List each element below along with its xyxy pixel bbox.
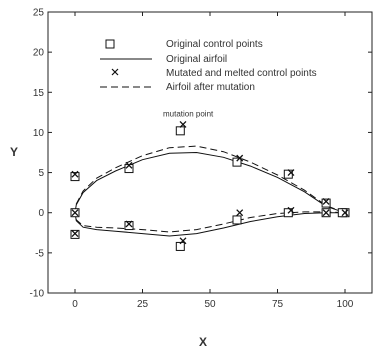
x-tick-label: 0 bbox=[72, 299, 78, 310]
mutated-control-point bbox=[179, 237, 187, 245]
legend-square-marker bbox=[105, 39, 115, 49]
y-tick-label: 0 bbox=[38, 208, 44, 219]
x-tick-label: 75 bbox=[272, 299, 284, 310]
mutated-control-point bbox=[125, 220, 133, 228]
y-tick-label: 10 bbox=[33, 128, 45, 139]
series-original-control-points bbox=[70, 126, 350, 251]
mutated-control-point bbox=[341, 209, 349, 217]
y-tick-label: -10 bbox=[30, 289, 45, 300]
mutated-control-point bbox=[236, 154, 244, 162]
mutated-control-point bbox=[71, 230, 79, 238]
legend-label-mutated-control-points: Mutated and melted control points bbox=[166, 68, 317, 79]
original-control-point bbox=[283, 169, 293, 179]
x-tick-label: 50 bbox=[204, 299, 216, 310]
legend-x-marker bbox=[111, 68, 119, 76]
legend-label-original-control-points: Original control points bbox=[166, 39, 263, 50]
original-control-point bbox=[124, 221, 134, 231]
series-airfoil-after-mutation bbox=[74, 145, 346, 233]
y-axis-label: Y bbox=[10, 145, 18, 159]
x-tick-label: 100 bbox=[337, 299, 354, 310]
mutated-control-point bbox=[71, 170, 79, 178]
x-axis-label: X bbox=[199, 335, 207, 347]
y-tick-label: 5 bbox=[38, 168, 44, 179]
original-control-point bbox=[70, 172, 80, 182]
y-tick-label: 20 bbox=[33, 48, 45, 59]
original-control-point bbox=[175, 126, 185, 136]
mutated-control-point bbox=[179, 120, 187, 128]
original-control-point bbox=[321, 198, 331, 208]
series-mutated-control-points bbox=[71, 120, 349, 245]
axis-ticks bbox=[48, 11, 372, 294]
mutated-control-point bbox=[71, 209, 79, 217]
x-tick-label: 25 bbox=[137, 299, 149, 310]
original-control-point bbox=[175, 241, 185, 251]
mutated-control-point bbox=[125, 161, 133, 169]
tick-labels: 0 25 50 75 100 -10 -5 0 5 10 15 20 25 bbox=[30, 8, 354, 311]
airfoil-curves bbox=[74, 145, 346, 237]
mutated-control-point bbox=[287, 206, 295, 214]
mutated-control-point bbox=[322, 198, 330, 205]
annotation-mutation-point: mutation point bbox=[163, 109, 214, 118]
mutated-control-point bbox=[322, 209, 330, 217]
legend-label-original-airfoil: Original airfoil bbox=[166, 54, 227, 65]
mutated-control-point bbox=[236, 209, 244, 217]
legend: Original control points Original airfoil… bbox=[100, 39, 317, 93]
original-control-point bbox=[337, 208, 347, 218]
original-control-point bbox=[232, 215, 242, 225]
y-tick-label: 15 bbox=[33, 88, 45, 99]
original-control-point bbox=[232, 157, 242, 167]
mutated-control-point bbox=[287, 169, 295, 177]
y-tick-label: 25 bbox=[33, 8, 45, 19]
series-original-airfoil bbox=[74, 151, 346, 237]
y-tick-label: -5 bbox=[35, 248, 44, 259]
legend-label-airfoil-after-mutation: Airfoil after mutation bbox=[166, 82, 255, 93]
